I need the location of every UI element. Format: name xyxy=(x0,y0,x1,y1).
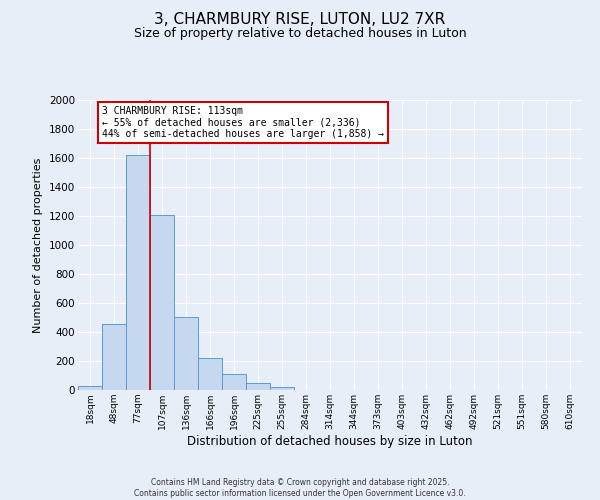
Bar xyxy=(246,384,270,390)
Text: 3, CHARMBURY RISE, LUTON, LU2 7XR: 3, CHARMBURY RISE, LUTON, LU2 7XR xyxy=(154,12,446,28)
Text: Contains HM Land Registry data © Crown copyright and database right 2025.
Contai: Contains HM Land Registry data © Crown c… xyxy=(134,478,466,498)
Y-axis label: Number of detached properties: Number of detached properties xyxy=(34,158,43,332)
Bar xyxy=(222,374,246,390)
Bar xyxy=(270,387,294,390)
Bar xyxy=(174,317,198,390)
Bar xyxy=(126,155,150,390)
Bar xyxy=(150,214,174,390)
Bar xyxy=(78,386,102,390)
Text: Size of property relative to detached houses in Luton: Size of property relative to detached ho… xyxy=(134,28,466,40)
Bar xyxy=(102,324,126,390)
Text: 3 CHARMBURY RISE: 113sqm
← 55% of detached houses are smaller (2,336)
44% of sem: 3 CHARMBURY RISE: 113sqm ← 55% of detach… xyxy=(102,106,384,139)
X-axis label: Distribution of detached houses by size in Luton: Distribution of detached houses by size … xyxy=(187,434,473,448)
Bar xyxy=(198,358,222,390)
